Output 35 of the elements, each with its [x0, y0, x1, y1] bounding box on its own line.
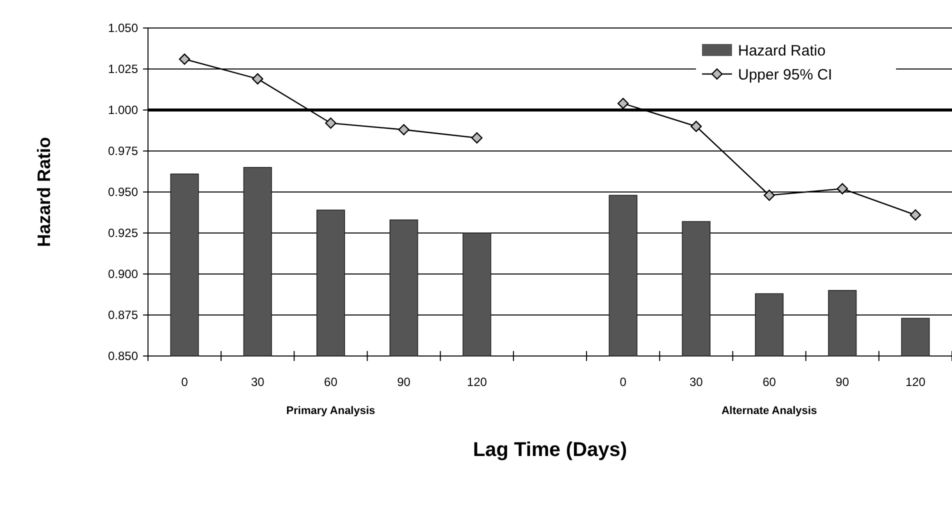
y-tick-label: 0.975 [108, 144, 138, 158]
y-tick-label: 0.875 [108, 308, 138, 322]
x-tick-label: 120 [466, 375, 488, 389]
point [617, 98, 629, 110]
y-tick-label: 1.025 [108, 62, 138, 76]
point [325, 118, 336, 129]
x-tick-label: 90 [836, 375, 850, 389]
y-axis-title: Hazard Ratio [34, 136, 54, 248]
x-tick-label: 30 [250, 375, 265, 389]
y-tick-label: 0.850 [108, 349, 138, 364]
x-tick-label: 0 [620, 375, 627, 389]
point [398, 124, 410, 136]
point [836, 183, 848, 194]
x-tick-label: 60 [324, 375, 338, 389]
point [178, 54, 190, 65]
y-tick-label: 0.925 [108, 226, 138, 240]
legend-label: Hazard Ratio [738, 42, 826, 60]
x-axis-title: Lag Time (Days) [472, 439, 628, 461]
x-tick-label: 30 [690, 375, 704, 389]
x-tick-label: 0 [181, 375, 188, 389]
x-tick-label: 90 [397, 375, 411, 389]
y-tick-label: 1.000 [108, 103, 138, 118]
point [764, 190, 775, 201]
text: Alternate Analysis [721, 405, 818, 417]
text: Primary Analysis [286, 405, 376, 417]
x-tick-label: 120 [905, 375, 926, 389]
legend-label: Upper 95% CI [738, 66, 832, 84]
x-tick-label: 60 [762, 375, 776, 389]
point [471, 132, 483, 144]
y-tick-label: 0.950 [108, 185, 138, 200]
y-tick-label: 0.900 [108, 267, 138, 282]
point [910, 209, 922, 221]
y-tick-label: 1.050 [108, 21, 138, 36]
point [252, 73, 264, 84]
point [690, 120, 702, 132]
